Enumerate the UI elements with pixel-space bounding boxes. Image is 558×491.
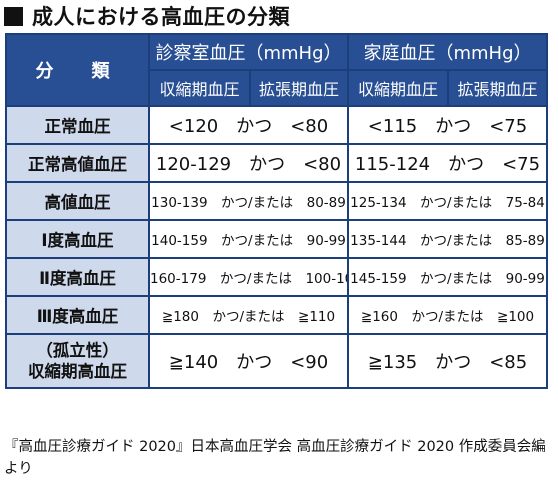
office-value: 160-179 かつ/または 100-109 [148, 257, 349, 297]
office-value: 120-129 かつ <80 [148, 143, 349, 183]
home-value: 135-144 かつ/または 85-89 [347, 219, 548, 259]
table-row: 正常血圧 <120 かつ <80 <115 かつ <75 [5, 105, 548, 145]
office-systolic-header: 収縮期血圧 [148, 69, 251, 107]
office-value: <120 かつ <80 [148, 105, 349, 145]
home-bp-header: 家庭血圧（mmHg） [347, 33, 548, 71]
table-row: 正常高値血圧 120-129 かつ <80 115-124 かつ <75 [5, 143, 548, 183]
home-value: 125-134 かつ/または 75-84 [347, 181, 548, 221]
row-label: 正常血圧 [5, 105, 150, 145]
table-row: Ⅱ度高血圧 160-179 かつ/または 100-109 145-159 かつ/… [5, 257, 548, 297]
title-text: 成人における高血圧の分類 [32, 5, 290, 29]
office-bp-header: 診察室血圧（mmHg） [148, 33, 349, 71]
home-value: <115 かつ <75 [347, 105, 548, 145]
home-value: 145-159 かつ/または 90-99 [347, 257, 548, 297]
home-systolic-header: 収縮期血圧 [347, 69, 449, 107]
row-label: Ⅱ度高血圧 [5, 257, 150, 297]
office-value: 130-139 かつ/または 80-89 [148, 181, 349, 221]
square-bullet-icon [4, 6, 23, 26]
home-value: ≧135 かつ <85 [347, 333, 548, 389]
row-label: Ⅰ度高血圧 [5, 219, 150, 259]
home-diastolic-header: 拡張期血圧 [447, 69, 548, 107]
office-value: 140-159 かつ/または 90-99 [148, 219, 349, 259]
row-label-line1: （孤立性） [36, 341, 119, 360]
source-note: 『高血圧診療ガイド 2020』日本高血圧学会 高血圧診療ガイド 2020 作成委… [4, 439, 546, 477]
bp-classification-table: 分 類 診察室血圧（mmHg） 家庭血圧（mmHg） 収縮期血圧 拡張期血圧 収… [5, 33, 548, 389]
home-value: ≧160 かつ/または ≧100 [347, 295, 548, 335]
page-title: 成人における高血圧の分類 [4, 2, 290, 30]
table-row: （孤立性） 収縮期高血圧 ≧140 かつ <90 ≧135 かつ <85 [5, 333, 548, 389]
row-label: 正常高値血圧 [5, 143, 150, 183]
table-row: 高値血圧 130-139 かつ/または 80-89 125-134 かつ/または… [5, 181, 548, 221]
row-label: 高値血圧 [5, 181, 150, 221]
office-diastolic-header: 拡張期血圧 [249, 69, 349, 107]
office-value: ≧140 かつ <90 [148, 333, 349, 389]
office-value: ≧180 かつ/または ≧110 [148, 295, 349, 335]
table-row: Ⅲ度高血圧 ≧180 かつ/または ≧110 ≧160 かつ/または ≧100 [5, 295, 548, 335]
row-label-line2: 収縮期高血圧 [28, 362, 127, 381]
row-label: （孤立性） 収縮期高血圧 [5, 333, 150, 389]
row-label: Ⅲ度高血圧 [5, 295, 150, 335]
classification-header: 分 類 [5, 33, 150, 107]
table-row: Ⅰ度高血圧 140-159 かつ/または 90-99 135-144 かつ/また… [5, 219, 548, 259]
home-value: 115-124 かつ <75 [347, 143, 548, 183]
